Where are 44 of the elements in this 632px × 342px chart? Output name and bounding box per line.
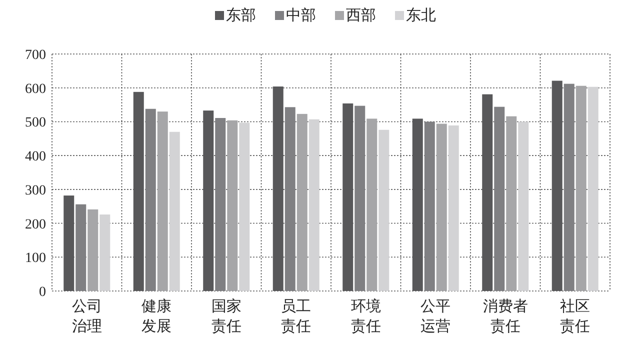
y-tick-label: 0 <box>39 285 46 300</box>
y-tick-label: 300 <box>25 183 46 198</box>
y-tick-label: 200 <box>25 217 46 232</box>
legend-label: 东北 <box>406 7 436 24</box>
x-tick-label: 社区责任 <box>560 298 590 335</box>
bar <box>284 107 296 291</box>
bar <box>169 132 180 291</box>
bar <box>506 116 517 291</box>
bar <box>215 118 226 291</box>
bar <box>424 122 435 291</box>
x-tick-label: 国家责任 <box>211 298 242 335</box>
x-tick-label: 公司治理 <box>72 298 102 335</box>
legend-label: 西部 <box>346 7 376 24</box>
x-tick-label: 环境责任 <box>350 298 381 335</box>
bar <box>76 204 86 291</box>
bar <box>296 114 308 291</box>
bar <box>436 124 447 291</box>
x-tick-label: 健康发展 <box>142 298 172 335</box>
bar <box>88 209 98 291</box>
legend-label: 东部 <box>226 7 256 24</box>
x-tick-label: 消费者责任 <box>482 298 528 335</box>
bar <box>366 118 378 291</box>
x-tick-label: 公平运营 <box>420 298 451 335</box>
bar <box>227 120 238 291</box>
bar <box>588 86 598 291</box>
bar <box>576 86 586 291</box>
y-tick-label: 100 <box>25 251 46 266</box>
bar <box>308 119 320 291</box>
bar <box>448 125 459 291</box>
bar <box>239 122 250 291</box>
y-tick-label: 600 <box>25 82 46 97</box>
y-tick-label: 700 <box>25 48 46 63</box>
x-tick-label: 员工责任 <box>281 299 312 335</box>
y-tick-label: 500 <box>25 116 46 131</box>
bar <box>100 214 110 291</box>
legend-label: 中部 <box>286 7 316 24</box>
bar <box>354 106 366 291</box>
bar <box>494 106 505 291</box>
bar <box>378 130 390 291</box>
bar <box>157 112 168 291</box>
bar <box>518 122 529 291</box>
y-tick-label: 400 <box>25 150 46 165</box>
bar <box>145 108 156 291</box>
bar <box>564 84 574 291</box>
